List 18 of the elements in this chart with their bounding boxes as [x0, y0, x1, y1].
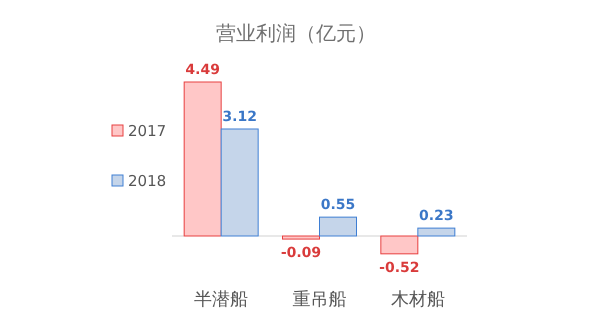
data-label: 4.49 [185, 62, 220, 78]
bar [380, 236, 418, 254]
bar [417, 228, 456, 236]
data-label: 0.55 [320, 197, 356, 214]
bar [220, 128, 259, 236]
data-label: 0.23 [419, 208, 454, 224]
data-label: 3.12 [222, 108, 257, 125]
data-label: -0.09 [280, 245, 322, 262]
bar [282, 236, 320, 240]
bar [184, 82, 222, 236]
chart-title: 营业利润（亿元） [216, 21, 376, 45]
bar [319, 216, 357, 236]
x-tick-label: 半潜船 [194, 289, 248, 310]
x-tick-label: 重吊船 [292, 289, 346, 310]
legend-label: 2017 [128, 122, 166, 140]
legend-label: 2018 [128, 172, 166, 190]
data-label: -0.52 [379, 260, 420, 276]
x-tick-label: 木材船 [390, 289, 445, 310]
